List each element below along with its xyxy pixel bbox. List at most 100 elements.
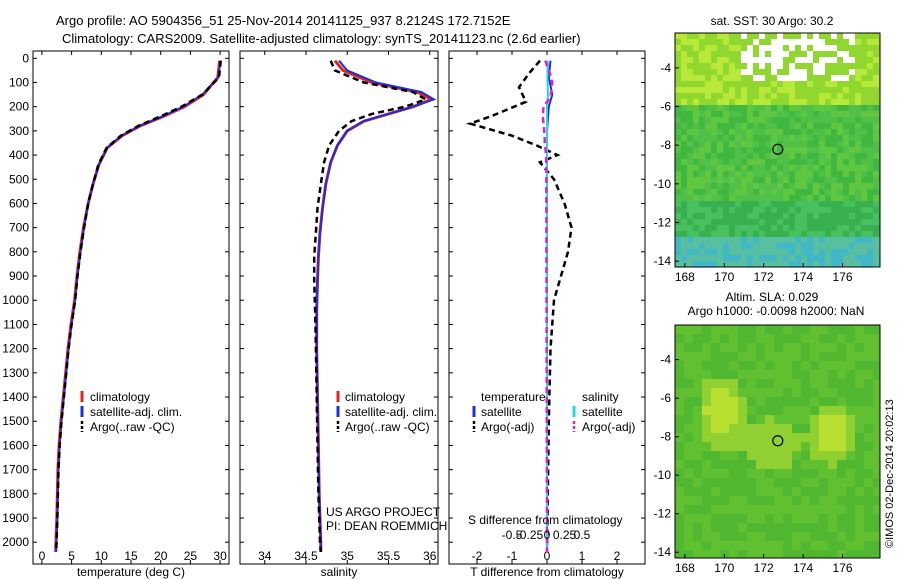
temperature-axes (32, 50, 230, 565)
map-cell (783, 165, 789, 171)
map-cell (756, 361, 765, 370)
map-cell (807, 243, 813, 249)
map-cell (855, 370, 864, 379)
map-cell (699, 75, 705, 81)
map-cell (735, 129, 741, 135)
map-cell (711, 397, 720, 406)
map-cell (828, 361, 837, 370)
map-cell (699, 171, 705, 177)
map-cell (831, 105, 837, 111)
map-cell (789, 159, 795, 165)
argo-position-marker (772, 143, 784, 155)
map-cell (684, 523, 693, 532)
map-cell (855, 496, 864, 505)
map-cell (729, 514, 738, 523)
map-cell (747, 460, 756, 469)
map-cell (813, 123, 819, 129)
map-cell (765, 171, 771, 177)
map-cell (777, 81, 783, 87)
map-cell (771, 105, 777, 111)
map-cell (735, 39, 741, 45)
map-cell (849, 231, 855, 237)
x-tick-label: 20 (154, 549, 168, 563)
map-cell (810, 487, 819, 496)
map-cell (699, 219, 705, 225)
map-cell (720, 397, 729, 406)
map-cell (717, 171, 723, 177)
map-cell (777, 93, 783, 99)
legend-title-salinity: salinity (582, 390, 619, 404)
map-cell (753, 165, 759, 171)
map-cell (783, 415, 792, 424)
map-cell (819, 63, 825, 69)
map-cell (837, 189, 843, 195)
map-cell (843, 51, 849, 57)
map-cell (855, 231, 861, 237)
map-cell (771, 261, 777, 267)
map-cell (735, 255, 741, 261)
map-cell (774, 487, 783, 496)
map-cell (795, 183, 801, 189)
map-cell (774, 397, 783, 406)
map-cell (687, 111, 693, 117)
map-cell (843, 231, 849, 237)
map-cell (693, 105, 699, 111)
map-cell (855, 424, 864, 433)
map-x-tick-label: 174 (793, 561, 813, 575)
map-cell (825, 213, 831, 219)
depth-tick-label: 1100 (3, 317, 29, 331)
map-cell (849, 93, 855, 99)
map-cell (765, 159, 771, 165)
map-cell (783, 129, 789, 135)
map-cell (843, 129, 849, 135)
map-cell (867, 243, 873, 249)
map-cell (771, 243, 777, 249)
map-cell (738, 334, 747, 343)
map-cell (705, 51, 711, 57)
map-cell (729, 334, 738, 343)
map-cell (813, 33, 819, 39)
map-cell (702, 334, 711, 343)
map-cell (810, 361, 819, 370)
map-cell (711, 325, 720, 334)
map-cell (849, 105, 855, 111)
map-cell (684, 532, 693, 541)
map-cell (717, 99, 723, 105)
map-cell (855, 93, 861, 99)
map-cell (702, 361, 711, 370)
map-cell (741, 75, 747, 81)
map-cell (849, 171, 855, 177)
map-cell (705, 63, 711, 69)
map-cell (729, 171, 735, 177)
map-cell (693, 231, 699, 237)
map-cell (711, 406, 720, 415)
map-cell (864, 469, 873, 478)
map-cell (735, 57, 741, 63)
map-cell (705, 93, 711, 99)
map-cell (729, 478, 738, 487)
map-cell (855, 189, 861, 195)
map-cell (753, 123, 759, 129)
map-cell (729, 541, 738, 550)
map-cell (765, 460, 774, 469)
map-cell (873, 123, 879, 129)
map-cell (783, 231, 789, 237)
map-cell (813, 129, 819, 135)
map-cell (873, 406, 880, 415)
depth-tick-label: 100 (9, 75, 29, 89)
map-cell (771, 63, 777, 69)
x-tick-label: 2 (614, 549, 621, 563)
map-cell (855, 505, 864, 514)
map-cell (873, 261, 879, 267)
map-cell (843, 93, 849, 99)
map-cell (807, 135, 813, 141)
map-cell (873, 69, 879, 75)
map-cell (765, 237, 771, 243)
map-cell (723, 39, 729, 45)
map-cell (753, 231, 759, 237)
map-cell (783, 255, 789, 261)
map-cell (783, 123, 789, 129)
map-cell (711, 39, 717, 45)
map-cell (792, 406, 801, 415)
map-cell (711, 243, 717, 249)
